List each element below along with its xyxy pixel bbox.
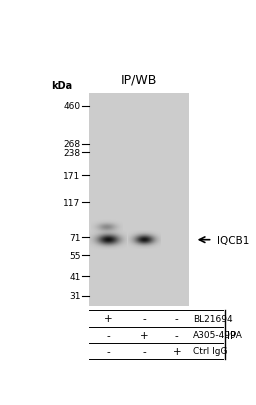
Text: -: - <box>175 314 179 324</box>
Text: 41: 41 <box>69 272 81 281</box>
Text: 55: 55 <box>69 252 81 260</box>
Text: 117: 117 <box>63 198 81 207</box>
Text: -: - <box>142 346 146 356</box>
Text: +: + <box>104 314 113 324</box>
Text: 460: 460 <box>63 102 81 111</box>
Text: -: - <box>142 314 146 324</box>
Text: Ctrl IgG: Ctrl IgG <box>193 347 227 356</box>
Text: -: - <box>175 330 179 340</box>
Text: -: - <box>106 346 110 356</box>
Text: 31: 31 <box>69 292 81 301</box>
Text: +: + <box>140 330 148 340</box>
Text: +: + <box>173 346 181 356</box>
Text: IP/WB: IP/WB <box>121 73 157 86</box>
Text: IP: IP <box>227 330 237 340</box>
Text: -: - <box>106 330 110 340</box>
Text: 171: 171 <box>63 172 81 181</box>
Text: BL21694: BL21694 <box>193 314 232 323</box>
Text: kDa: kDa <box>51 81 72 91</box>
Text: 238: 238 <box>63 148 81 157</box>
Text: IQCB1: IQCB1 <box>217 235 249 245</box>
Text: 71: 71 <box>69 233 81 242</box>
Bar <box>89 94 189 306</box>
Text: 268: 268 <box>63 140 81 149</box>
Text: A305-499A: A305-499A <box>193 330 243 339</box>
